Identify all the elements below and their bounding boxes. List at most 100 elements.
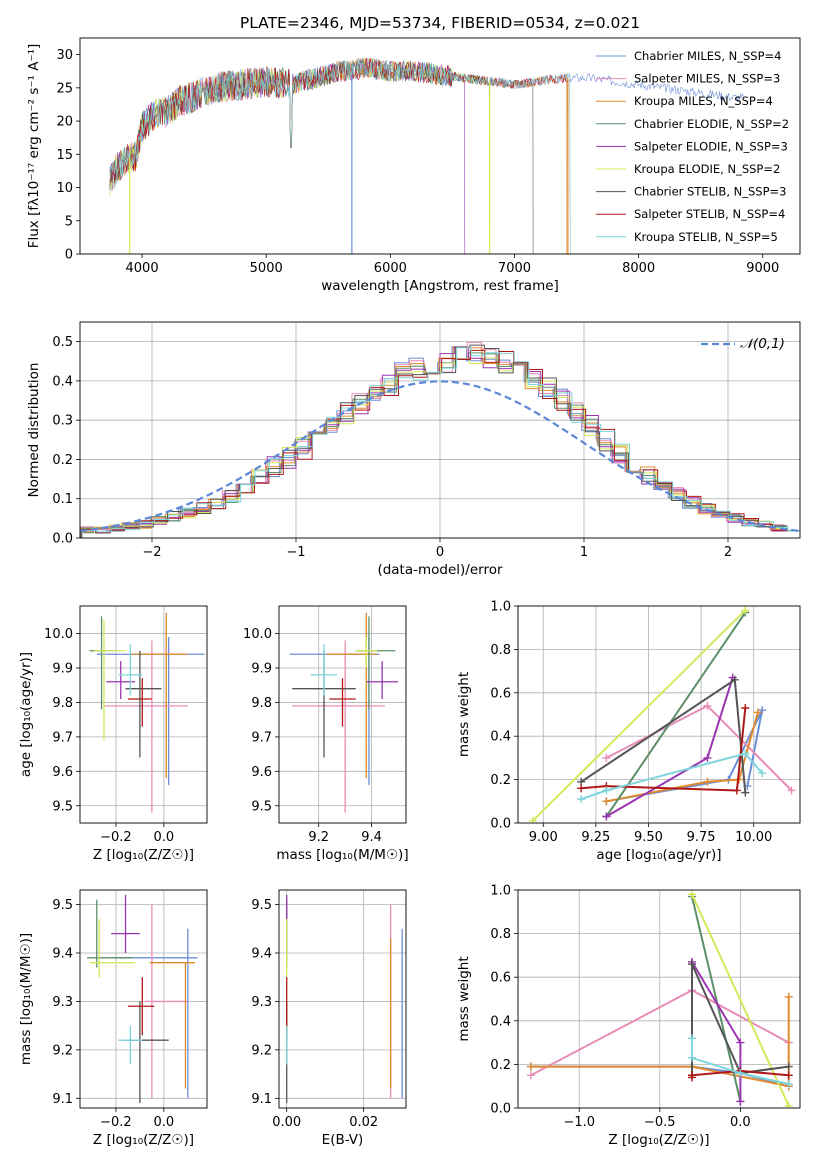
x-tick-label: 9.00 xyxy=(529,830,558,845)
y-tick-label: 0.8 xyxy=(490,643,511,658)
x-tick-label: −1.0 xyxy=(563,1115,595,1130)
data-point-marker xyxy=(736,1097,745,1106)
legend-entry: Chabrier ELODIE, N_SSP=2 xyxy=(634,117,789,131)
data-point-marker xyxy=(741,749,750,758)
data-point-marker xyxy=(703,777,712,786)
x-tick-label: −1 xyxy=(286,545,305,560)
y-tick-label: 9.7 xyxy=(251,730,272,745)
weight-line-kroupa-stelib xyxy=(691,1038,789,1085)
legend-entry: Salpeter MILES, N_SSP=3 xyxy=(634,72,780,86)
axes-age-vs-Z: −0.2 0.0 9.5 9.6 9.7 9.8 9.9 10.0 Z [log₁₀(Z/Z☉)… xyxy=(18,605,208,863)
legend-entry: Chabrier MILES, N_SSP=4 xyxy=(634,49,781,63)
weight-line-kroupa-elodie xyxy=(531,609,747,822)
y-tick-label: 1.0 xyxy=(490,600,511,615)
weight-line-chabrier-elodie xyxy=(691,896,742,1102)
y-tick-label: 9.5 xyxy=(52,898,73,913)
weight-line-chabrier-elodie xyxy=(605,611,747,818)
x-axis-label: E(B-V) xyxy=(322,1132,364,1148)
data-point-marker xyxy=(688,1053,697,1062)
data-point-marker xyxy=(577,795,586,804)
y-tick-label: 0.0 xyxy=(490,817,511,832)
spectrum-line-chabrier-stelib xyxy=(109,57,534,254)
data-point-marker xyxy=(784,992,793,1001)
spectrum-line-kroupa-stelib xyxy=(109,58,571,254)
legend-entry: Kroupa MILES, N_SSP=4 xyxy=(634,94,773,108)
axes-frame xyxy=(79,889,208,1109)
data-point-marker xyxy=(784,1080,793,1089)
axes-frame xyxy=(278,889,407,1109)
plot-area xyxy=(80,341,800,538)
y-axis-label: age [log₁₀(age/yr)] xyxy=(18,652,34,777)
weight-line-kroupa-stelib xyxy=(580,752,763,801)
plot-area xyxy=(526,890,793,1108)
y-tick-label: 25 xyxy=(56,81,73,96)
chart-title: PLATE=2346, MJD=53734, FIBERID=0534, z=0… xyxy=(240,14,640,32)
data-point-marker xyxy=(688,890,697,899)
y-tick-label: 9.5 xyxy=(251,898,272,913)
plot-area xyxy=(87,894,198,1104)
axes-frame xyxy=(517,889,801,1109)
data-point-marker xyxy=(602,753,611,762)
y-tick-label: 9.1 xyxy=(52,1092,73,1107)
x-axis-label: age [log₁₀(age/yr)] xyxy=(596,847,721,863)
y-tick-label: 0.6 xyxy=(490,686,511,701)
x-tick-label: 5000 xyxy=(250,261,283,276)
y-tick-label: 1.0 xyxy=(490,884,511,899)
x-tick-label: 0.02 xyxy=(349,1115,378,1130)
weight-line-chabrier-stelib xyxy=(691,963,789,1076)
weight-line-kroupa-miles xyxy=(606,712,759,803)
data-point-marker xyxy=(784,1071,793,1080)
data-point-marker xyxy=(526,1071,535,1080)
y-tick-label: 9.6 xyxy=(251,765,272,780)
y-axis-label: mass weight xyxy=(456,672,472,757)
y-tick-label: 9.6 xyxy=(52,765,73,780)
x-tick-label: 9.2 xyxy=(308,830,329,845)
plot-area xyxy=(286,894,403,1104)
axes-frame xyxy=(79,605,208,824)
data-point-marker xyxy=(787,786,796,795)
axes-frame xyxy=(278,605,407,824)
y-tick-label: 9.8 xyxy=(251,696,272,711)
data-point-marker xyxy=(528,816,537,823)
data-point-marker xyxy=(732,786,741,795)
axes-age-vs-mass: 9.2 9.4 9.5 9.6 9.7 9.8 9.9 10.0 mass [log₁₀(M/M… xyxy=(243,605,409,863)
data-point-marker xyxy=(688,1071,697,1080)
axes-mass-vs-EBV: 0.00 0.02 9.1 9.2 9.3 9.4 9.5 E(B-V) xyxy=(251,889,407,1148)
axes-frame xyxy=(79,321,801,539)
data-point-marker xyxy=(602,786,611,795)
data-point-marker xyxy=(703,753,712,762)
data-point-marker xyxy=(741,788,750,797)
y-tick-label: 9.9 xyxy=(251,662,272,677)
legend-entry: Kroupa STELIB, N_SSP=5 xyxy=(634,230,778,244)
data-point-marker xyxy=(526,1062,535,1071)
data-point-marker xyxy=(758,769,767,778)
y-tick-label: 9.5 xyxy=(52,799,73,814)
y-tick-label: 9.2 xyxy=(52,1043,73,1058)
x-axis-label: wavelength [Angstrom, rest frame] xyxy=(321,278,559,294)
x-tick-label: −0.2 xyxy=(100,1115,132,1130)
x-tick-label: 9.25 xyxy=(581,830,610,845)
legend-entry: Chabrier STELIB, N_SSP=3 xyxy=(634,185,786,199)
x-tick-label: 9.4 xyxy=(361,830,382,845)
x-axis-label: Z [log₁₀(Z/Z☉)] xyxy=(608,1132,709,1148)
spectrum-line-salpeter-stelib xyxy=(109,57,569,254)
data-point-marker xyxy=(688,960,697,969)
plot-area xyxy=(89,612,205,813)
legend-entry: Salpeter ELODIE, N_SSP=3 xyxy=(634,139,788,153)
axes-residuals: −2 −1 0 1 2 0.0 0.1 0.2 0.3 0.4 0.5 (data-model)/er… xyxy=(26,321,801,578)
data-point-marker xyxy=(602,812,611,821)
axes-frame xyxy=(517,605,801,824)
x-tick-label: 9.50 xyxy=(634,830,663,845)
data-point-marker xyxy=(730,675,739,684)
data-point-marker xyxy=(703,701,712,710)
y-tick-label: 0 xyxy=(65,248,73,263)
y-tick-label: 0.0 xyxy=(490,1102,511,1117)
y-tick-label: 30 xyxy=(56,48,73,63)
y-tick-label: 9.5 xyxy=(251,799,272,814)
y-tick-label: 9.1 xyxy=(251,1092,272,1107)
y-tick-label: 9.3 xyxy=(52,995,73,1010)
y-tick-label: 9.2 xyxy=(251,1043,272,1058)
y-tick-label: 10.0 xyxy=(243,627,272,642)
plot-area xyxy=(109,57,744,254)
